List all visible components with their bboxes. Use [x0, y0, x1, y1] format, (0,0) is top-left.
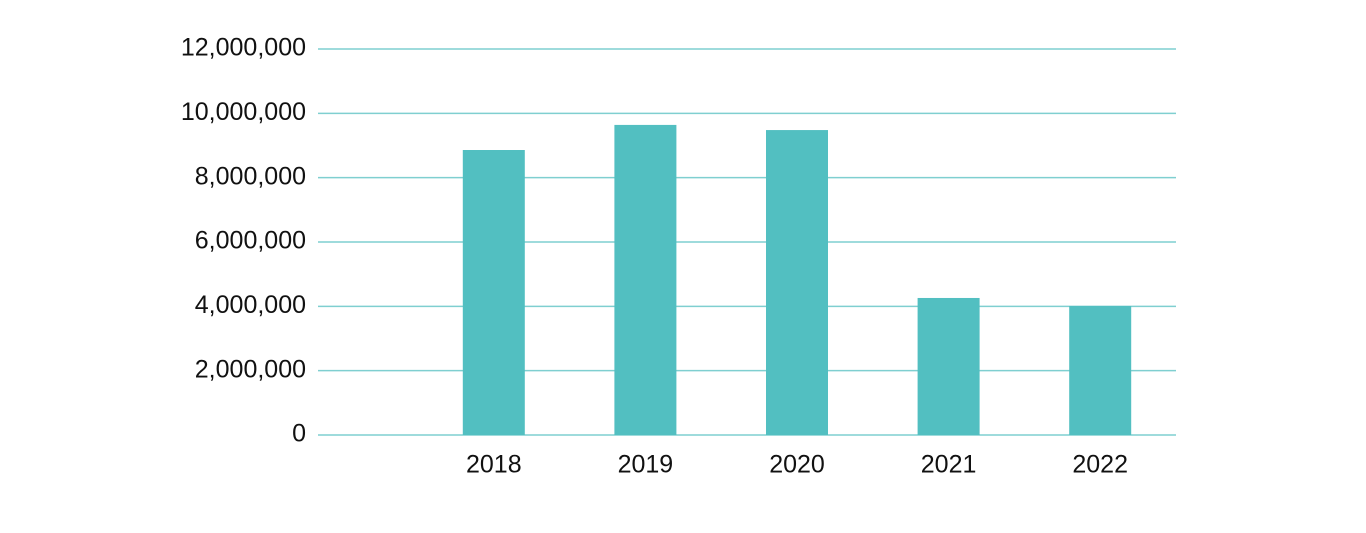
- bar: [917, 297, 980, 435]
- bar: [766, 130, 828, 435]
- x-tick-label: 2019: [618, 451, 674, 479]
- y-tick-label: 4,000,000: [195, 291, 306, 319]
- y-tick-label: 2,000,000: [195, 355, 306, 383]
- bar: [614, 124, 677, 435]
- bar: [1069, 306, 1132, 435]
- bar: [462, 150, 525, 435]
- y-tick-label: 0: [292, 420, 306, 448]
- y-tick-label: 6,000,000: [195, 227, 306, 255]
- y-tick-label: 8,000,000: [195, 162, 306, 190]
- x-tick-label: 2018: [466, 451, 522, 479]
- y-tick-label: 10,000,000: [181, 98, 306, 126]
- y-tick-label: 12,000,000: [181, 34, 306, 62]
- x-tick-label: 2022: [1072, 451, 1128, 479]
- x-tick-label: 2020: [769, 451, 825, 479]
- x-tick-label: 2021: [921, 451, 977, 479]
